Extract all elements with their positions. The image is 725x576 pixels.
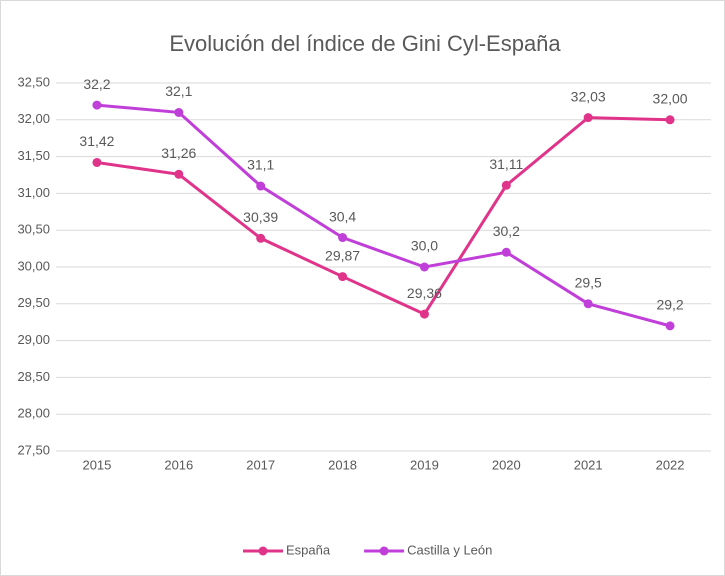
data-label: 32,2	[83, 76, 110, 92]
point	[583, 299, 593, 309]
data-label: 32,00	[653, 91, 688, 107]
point	[665, 115, 675, 125]
y-tick-label: 32,00	[17, 111, 50, 126]
y-tick-label: 29,00	[17, 332, 50, 347]
x-tick-label: 2017	[246, 457, 275, 472]
data-label: 30,0	[411, 238, 438, 254]
y-tick-label: 29,50	[17, 295, 50, 310]
point	[256, 181, 266, 191]
x-tick-label: 2022	[656, 457, 685, 472]
data-label: 31,26	[161, 145, 196, 161]
x-tick-label: 2019	[410, 457, 439, 472]
data-label: 29,87	[325, 247, 360, 263]
point	[92, 100, 102, 110]
point	[92, 157, 102, 167]
y-tick-label: 32,50	[17, 74, 50, 89]
y-tick-label: 31,50	[17, 148, 50, 163]
x-tick-label: 2021	[574, 457, 603, 472]
data-label: 31,11	[489, 156, 523, 172]
point	[501, 247, 511, 257]
data-label: 29,2	[656, 297, 683, 313]
point	[419, 309, 429, 319]
legend-marker	[379, 546, 389, 556]
y-tick-label: 28,00	[17, 406, 50, 421]
point	[256, 233, 266, 243]
series-line	[96, 116, 671, 317]
point	[665, 321, 675, 331]
legend-label: España	[286, 542, 331, 557]
x-tick-label: 2020	[492, 457, 521, 472]
x-tick-label: 2018	[328, 457, 357, 472]
y-tick-label: 28,50	[17, 369, 50, 384]
data-label: 30,39	[243, 209, 278, 225]
legend-label: Castilla y León	[407, 542, 492, 557]
data-label: 31,42	[79, 133, 114, 149]
legend-marker	[258, 546, 268, 556]
point	[338, 272, 348, 282]
data-label: 32,03	[571, 88, 606, 104]
data-label: 30,4	[329, 208, 356, 224]
y-tick-label: 27,50	[17, 442, 50, 457]
data-label: 29,5	[575, 275, 602, 291]
point	[419, 262, 429, 272]
point	[174, 107, 184, 117]
chart-title: Evolución del índice de Gini Cyl-España	[169, 31, 561, 56]
data-label: 31,1	[247, 157, 274, 173]
series-line	[96, 103, 671, 328]
point	[338, 233, 348, 243]
y-tick-label: 30,00	[17, 258, 50, 273]
x-tick-label: 2015	[82, 457, 111, 472]
y-tick-label: 31,00	[17, 185, 50, 200]
y-tick-label: 30,50	[17, 222, 50, 237]
data-label: 30,2	[493, 223, 520, 239]
point	[174, 169, 184, 179]
data-label: 32,1	[165, 83, 192, 99]
point	[583, 113, 593, 123]
point	[501, 180, 511, 190]
x-tick-label: 2016	[164, 457, 193, 472]
data-label: 29,36	[407, 285, 442, 301]
